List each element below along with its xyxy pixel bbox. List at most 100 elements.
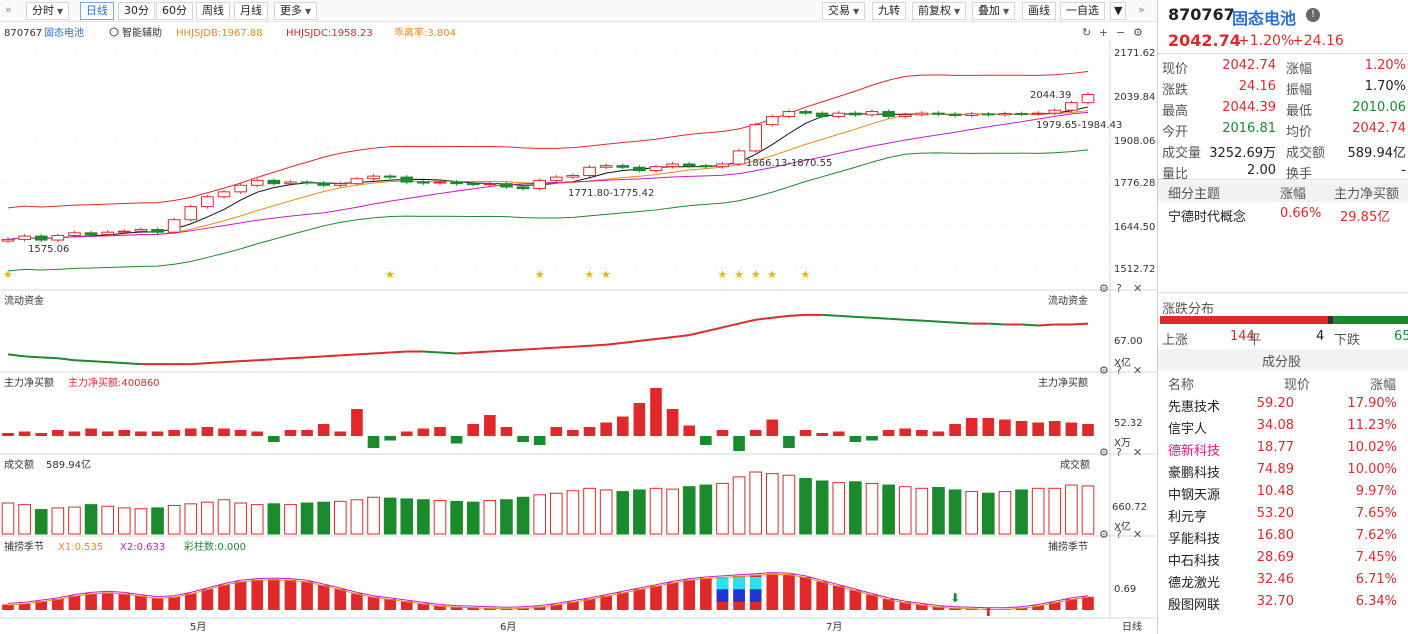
fund-segment xyxy=(955,321,972,325)
constituent-row[interactable]: 豪鹏科技 74.89 10.00% xyxy=(1158,460,1408,481)
trade-label: 交易 xyxy=(828,4,850,17)
tab-60min[interactable]: 60分 xyxy=(156,2,193,20)
netbuy-bar xyxy=(550,427,563,436)
stock-price: 32.46 xyxy=(1256,572,1294,587)
col-pct[interactable]: 涨幅 xyxy=(1370,378,1397,393)
panel-icon[interactable]: ? xyxy=(1116,364,1122,377)
dist-title: 涨跌分布 xyxy=(1158,296,1408,317)
tab-monthly[interactable]: 月线 xyxy=(234,2,268,20)
panel-icon[interactable]: ? xyxy=(1116,282,1122,295)
adjust-menu[interactable]: 前复权 ▼ xyxy=(912,2,967,20)
info-icon[interactable]: ! xyxy=(1306,8,1320,22)
tab-daily[interactable]: 日线 xyxy=(80,2,114,20)
netbuy-bar xyxy=(400,431,413,436)
candle-body xyxy=(333,183,347,186)
fund-segment xyxy=(124,362,141,366)
dist-down: 65 xyxy=(1394,329,1408,344)
col-name[interactable]: 名称 xyxy=(1168,378,1195,393)
netbuy-bar xyxy=(467,424,480,436)
season-bar xyxy=(284,579,297,610)
stats-cell: 今开 xyxy=(1162,125,1189,140)
draw-button[interactable]: 画线 xyxy=(1022,2,1056,20)
theme-name: 宁德时代概念 xyxy=(1168,210,1247,225)
constituent-row[interactable]: 中石科技 28.69 7.45% xyxy=(1158,548,1408,569)
volume-bar xyxy=(932,487,945,535)
stock-price: 28.69 xyxy=(1256,550,1294,565)
chevron-down-icon[interactable]: ▼ xyxy=(1110,2,1127,20)
constituent-row[interactable]: 孚能科技 16.80 7.62% xyxy=(1158,526,1408,547)
panel-icon[interactable]: ⚙ xyxy=(1099,282,1109,295)
fund-segment xyxy=(190,362,208,366)
candle-body xyxy=(782,111,796,117)
constituent-row[interactable]: 利元亨 53.20 7.65% xyxy=(1158,504,1408,525)
annotation-high: 2044.39 xyxy=(1030,90,1071,101)
panel-icon[interactable]: ⚙ xyxy=(1133,26,1143,39)
season-bar xyxy=(517,607,529,610)
candle-body xyxy=(84,232,98,235)
constituent-row[interactable]: 中钢天源 10.48 9.97% xyxy=(1158,482,1408,503)
watchlist-button[interactable]: 一自选 xyxy=(1060,2,1105,20)
panel-icon[interactable]: ⚙ xyxy=(1099,364,1109,377)
tab-30min[interactable]: 30分 xyxy=(118,2,155,20)
assist-label[interactable]: 智能辅助 xyxy=(122,26,162,39)
panel-icon[interactable]: ⚙ xyxy=(1099,528,1109,541)
star-icon: ★ xyxy=(601,268,611,281)
constituent-row[interactable]: 德龙激光 32.46 6.71% xyxy=(1158,570,1408,591)
stock-price: 18.77 xyxy=(1256,440,1294,455)
expand-right-icon[interactable]: » xyxy=(1138,3,1145,16)
season-bar xyxy=(450,606,463,610)
tab-weekly[interactable]: 周线 xyxy=(196,2,230,20)
panel-icon[interactable]: ? xyxy=(1116,528,1122,541)
constituent-row[interactable]: 殷图网联 32.70 6.34% xyxy=(1158,592,1408,613)
expand-left-icon[interactable]: » xyxy=(5,3,12,16)
fund-segment xyxy=(738,318,756,325)
nine-turn-button[interactable]: 九转 xyxy=(872,2,906,20)
panel-icon[interactable]: + xyxy=(1099,26,1108,39)
dist-row: 上涨 144 平 4 下跌 65 xyxy=(1158,327,1408,348)
panel-icon[interactable]: ✕ xyxy=(1133,282,1142,295)
season-bar xyxy=(932,606,945,610)
trade-menu[interactable]: 交易 ▼ xyxy=(822,2,866,20)
panel-tag-volume: 成交额 xyxy=(1060,458,1090,471)
tab-fenshi[interactable]: 分时 ▼ xyxy=(26,2,70,20)
season-x1-line xyxy=(7,573,1089,610)
season-bar xyxy=(367,596,380,610)
price-tick: 1644.50 xyxy=(1114,222,1155,233)
fund-segment xyxy=(307,355,324,359)
quote-name[interactable]: 固态电池 xyxy=(1232,9,1297,28)
col-price[interactable]: 现价 xyxy=(1284,378,1311,393)
volume-bar xyxy=(799,478,812,535)
season-bar xyxy=(101,592,114,610)
overlay-menu[interactable]: 叠加 ▼ xyxy=(972,2,1016,20)
stock-name: 信宇人 xyxy=(1168,422,1208,437)
candle-body xyxy=(151,229,164,233)
stats-cell: 现价 xyxy=(1162,62,1189,77)
panel-icon[interactable]: ✕ xyxy=(1133,446,1142,459)
candle-body xyxy=(799,111,812,114)
assist-toggle-icon[interactable] xyxy=(109,27,119,37)
panel-icon[interactable]: − xyxy=(1116,26,1125,39)
candle-body xyxy=(234,184,247,193)
price-tick: 1908.06 xyxy=(1114,136,1155,147)
panel-icon[interactable]: ✕ xyxy=(1133,364,1142,377)
fund-segment xyxy=(473,350,490,354)
constituent-row[interactable]: 先惠技术 59.20 17.90% xyxy=(1158,394,1408,415)
stats-cell: - xyxy=(1401,163,1406,178)
candle-body xyxy=(400,176,414,183)
panel-icon[interactable]: ⚙ xyxy=(1099,446,1109,459)
annotation-range: 1979.65-1984.43 xyxy=(1036,120,1122,131)
candle-body xyxy=(466,183,480,186)
constituent-row[interactable]: 德新科技 18.77 10.02% xyxy=(1158,438,1408,459)
panel-icon[interactable]: ? xyxy=(1116,446,1122,459)
candle-body xyxy=(1031,112,1045,115)
stats-cell: 涨幅 xyxy=(1286,62,1313,77)
stats-cell: 振幅 xyxy=(1286,83,1313,98)
more-menu[interactable]: 更多 ▼ xyxy=(274,2,318,20)
season-bar xyxy=(799,577,812,610)
constituent-row[interactable]: 信宇人 34.08 11.23% xyxy=(1158,416,1408,437)
quote-price-row: 2042.74 +1.20% +24.16 xyxy=(1158,29,1408,53)
season-bar xyxy=(85,593,97,610)
panel-icon[interactable]: ↻ xyxy=(1082,26,1091,39)
panel-icon[interactable]: ✕ xyxy=(1133,528,1142,541)
theme-row[interactable]: 宁德时代概念 0.66% 29.85亿 xyxy=(1158,204,1408,225)
